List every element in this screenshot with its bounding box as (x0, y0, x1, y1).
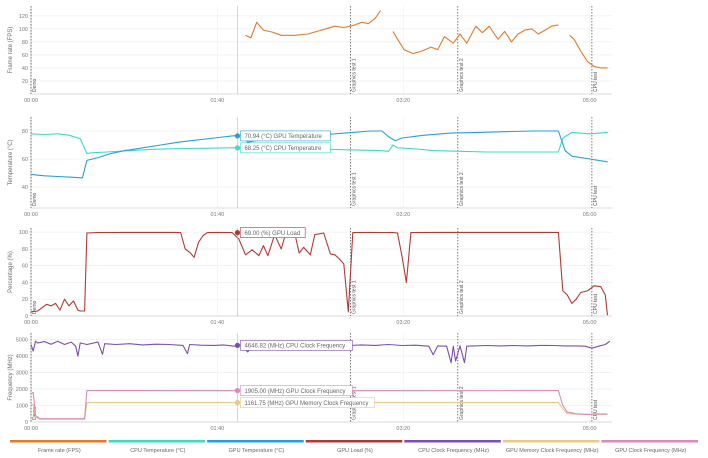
y-tick-label: 60 (22, 157, 28, 163)
x-tick-label: 01:40 (210, 320, 224, 326)
x-tick-label: 01:40 (210, 426, 224, 432)
tooltip-box (240, 397, 375, 408)
y-tick-label: 80 (22, 247, 28, 253)
legend-swatch (502, 440, 600, 443)
series-line-gpu-load (30, 231, 609, 316)
y-tick-label: 20 (22, 297, 28, 303)
y-tick-label: 100 (19, 27, 28, 33)
x-tick-label: 01:40 (210, 212, 224, 218)
legend-swatch (305, 440, 403, 443)
x-tick-label: 00:00 (24, 98, 38, 104)
y-tick-label: 0 (25, 314, 28, 320)
y-tick-label: 3000 (16, 371, 28, 377)
legend-label: Frame rate (FPS) (38, 448, 81, 454)
marker-label: CPU test (593, 71, 599, 92)
y-tick-label: 80 (22, 129, 28, 135)
legend-swatch (207, 440, 304, 443)
y-tick-label: 40 (22, 280, 28, 286)
marker-label: Graphics test 1 (352, 280, 358, 314)
y-tick-label: 20 (22, 79, 28, 85)
y-tick-label: 60 (22, 264, 28, 270)
legend-label: GPU Temperature (°C) (229, 448, 285, 454)
series-line-frame-rate-fps (245, 10, 381, 39)
x-tick-label: 03:20 (396, 320, 410, 326)
cursor-point (234, 145, 241, 151)
x-tick-label: 03:20 (396, 212, 410, 218)
legend-swatch (10, 440, 107, 443)
x-tick-label: 05:00 (583, 212, 597, 218)
tooltip-text: 1161.75 (MHz) GPU Memory Clock Frequency (244, 401, 368, 407)
marker-label: CPU test (593, 399, 599, 420)
y-tick-label: 1000 (16, 404, 28, 410)
chart-panel-load: 0 20 40 60 80 100 Percentage (%) 00:00 01:40 03:2… (8, 228, 612, 326)
cursor-point (234, 230, 241, 236)
marker-label: Demo (32, 78, 38, 92)
y-axis-label: Frame rate (FPS) (8, 27, 14, 74)
legend-label: GPU Memory Clock Frequency (MHz) (506, 448, 599, 454)
cursor-point (234, 400, 241, 406)
marker-label: Graphics test 2 (459, 172, 465, 206)
y-tick-label: 5000 (16, 338, 28, 344)
cursor-point (234, 388, 241, 394)
y-tick-label: 40 (22, 66, 28, 72)
legend-swatch (404, 440, 501, 443)
marker-label: CPU test (593, 185, 599, 206)
y-axis-label: Frequency (MHz) (8, 354, 14, 400)
y-tick-label: 4000 (16, 354, 28, 360)
y-tick-label: 60 (22, 53, 28, 59)
x-tick-label: 05:00 (583, 98, 597, 104)
marker-label: Graphics test 2 (459, 58, 465, 92)
tooltip-box (240, 227, 306, 238)
tooltip-text: 4646.82 (MHz) CPU Clock Frequency (244, 344, 345, 350)
marker-label: Demo (32, 192, 38, 206)
tooltip-text: 70.94 (°C) GPU Temperature (244, 134, 322, 140)
legend-label: CPU Clock Frequency (MHz) (418, 448, 489, 454)
tooltip-text: 69.00 (%) GPU Load (244, 231, 300, 237)
tooltip-box (240, 130, 331, 142)
chart-panel-fps: 20 40 60 80 100 120 Frame rate (FPS) 00:00 01:40… (8, 6, 612, 104)
x-tick-label: 01:40 (210, 98, 224, 104)
x-tick-label: 05:00 (583, 320, 597, 326)
tooltip-box (240, 142, 331, 154)
y-tick-label: 80 (22, 40, 28, 46)
tooltip-box (240, 340, 353, 351)
cursor-point (234, 133, 241, 139)
tooltip-text: 1905.00 (MHz) GPU Clock Frequency (244, 389, 345, 395)
x-tick-label: 00:00 (24, 426, 38, 432)
y-axis-label: Temperature (°C) (8, 139, 14, 185)
series-line-frame-rate-fps (392, 24, 559, 55)
cursor-point (234, 342, 241, 348)
series-line-frame-rate-fps (569, 34, 608, 69)
marker-label: CPU test (593, 293, 599, 314)
x-tick-label: 03:20 (396, 98, 410, 104)
legend-swatch (601, 440, 698, 443)
y-tick-label: 40 (22, 185, 28, 191)
tooltip-text: 68.25 (°C) CPU Temperature (244, 146, 322, 152)
tooltip-box (240, 385, 353, 396)
y-tick-label: 100 (19, 230, 28, 236)
y-tick-label: 2000 (16, 387, 28, 393)
legend-label: CPU Temperature (°C) (130, 448, 185, 454)
x-tick-label: 00:00 (24, 212, 38, 218)
x-tick-label: 03:20 (396, 426, 410, 432)
y-tick-label: 0 (25, 420, 28, 426)
marker-label: Graphics test 2 (459, 280, 465, 314)
x-tick-label: 00:00 (24, 320, 38, 326)
legend-label: GPU Clock Frequency (MHz) (615, 448, 686, 454)
legend-label: GPU Load (%) (337, 448, 373, 454)
legend-swatch (108, 440, 206, 443)
marker-label: Graphics test 1 (352, 58, 358, 92)
marker-label: Demo (32, 300, 38, 314)
y-axis-label: Percentage (%) (8, 251, 14, 293)
x-tick-label: 05:00 (583, 426, 597, 432)
y-tick-label: 120 (19, 14, 28, 20)
marker-label: Graphics test 1 (352, 172, 358, 206)
